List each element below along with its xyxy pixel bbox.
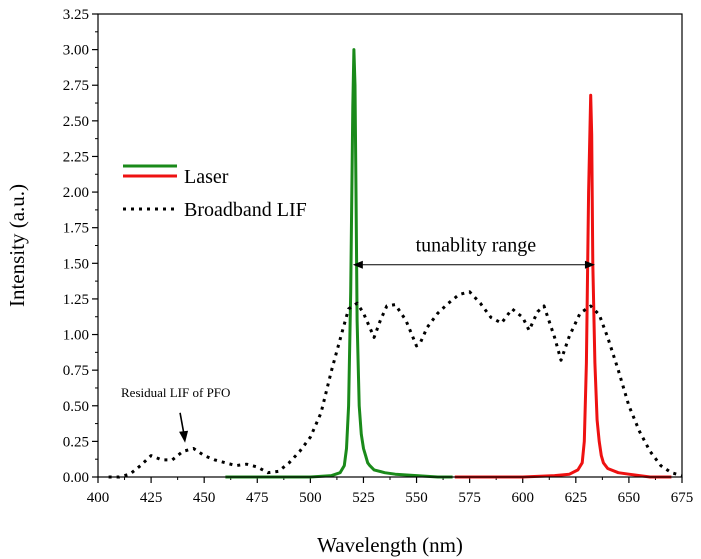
y-tick-label: 1.00	[63, 328, 89, 344]
legend-label-2: Laser	[184, 166, 229, 188]
range-arrowhead-left	[352, 260, 363, 269]
x-tick-label: 500	[299, 490, 322, 506]
y-tick-label: 1.75	[63, 221, 89, 237]
x-tick-label: 675	[671, 490, 694, 506]
x-tick-label: 400	[87, 490, 110, 506]
x-tick-label: 625	[565, 490, 588, 506]
y-tick-label: 1.25	[63, 292, 89, 308]
x-tick-label: 450	[193, 490, 216, 506]
x-tick-label: 550	[405, 490, 428, 506]
x-axis-ticks: 400 425 450 475 500 525 550 575 600 625 650 675	[87, 477, 694, 506]
x-tick-label: 650	[618, 490, 641, 506]
y-axis-title: Intensity (a.u.)	[5, 184, 29, 307]
x-tick-label: 425	[140, 490, 163, 506]
y-tick-label: 2.50	[63, 114, 89, 130]
series-line-1	[225, 48, 453, 479]
y-tick-label: 3.00	[63, 43, 89, 59]
residual-lif-label: Residual LIF of PFO	[121, 385, 230, 400]
y-tick-label: 0.25	[63, 434, 89, 450]
y-tick-label: 0.50	[63, 399, 89, 415]
y-tick-label: 2.00	[63, 185, 89, 201]
x-axis-title: Wavelength (nm)	[317, 533, 463, 557]
series-layer	[108, 48, 683, 479]
y-axis-ticks: 0.00 0.25 0.50 0.75 1.00 1.25 1.50 1.75 2.00 2.25…	[63, 7, 98, 486]
y-tick-label: 1.50	[63, 256, 89, 272]
x-tick-label: 525	[352, 490, 375, 506]
legend-label-3: Broadband LIF	[184, 199, 307, 221]
y-tick-label: 2.25	[63, 149, 89, 165]
x-tick-label: 475	[246, 490, 269, 506]
y-tick-label: 2.75	[63, 78, 89, 94]
pfo-arrowhead	[179, 430, 189, 443]
plot-frame	[97, 13, 683, 478]
tunability-range-annotation: tunablity range	[352, 235, 595, 269]
legend: Laser Broadband LIF	[123, 164, 307, 221]
pfo-arrow-line	[179, 412, 185, 435]
range-arrowhead-right	[584, 260, 595, 269]
series-line-2	[454, 93, 672, 479]
y-tick-label: 3.25	[63, 7, 89, 23]
y-tick-label: 0.00	[63, 470, 89, 486]
tunability-range-label: tunablity range	[416, 235, 537, 257]
x-tick-label: 575	[458, 490, 481, 506]
y-tick-label: 0.75	[63, 363, 89, 379]
x-tick-label: 600	[511, 490, 534, 506]
pfo-annotation: Residual LIF of PFO	[121, 385, 230, 443]
